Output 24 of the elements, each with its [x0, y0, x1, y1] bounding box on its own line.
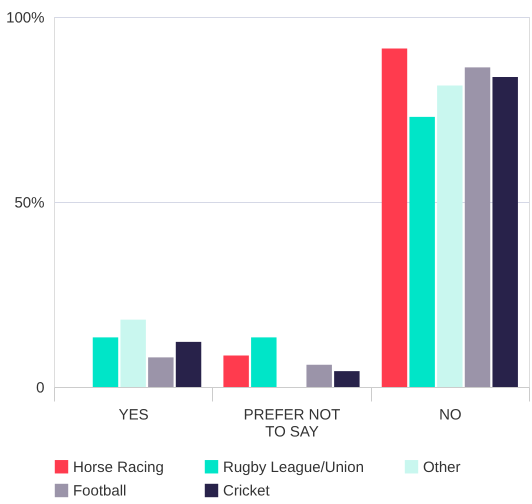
y-tick-label: 50%	[14, 194, 44, 212]
bar	[437, 85, 463, 387]
y-tick-label: 100%	[6, 10, 44, 26]
bar	[492, 76, 518, 387]
bar	[120, 320, 146, 387]
legend-label: Cricket	[223, 482, 270, 500]
x-tick-label: NO	[439, 406, 462, 424]
bar	[334, 371, 360, 387]
x-tick-label: YES	[118, 406, 149, 424]
bar	[251, 337, 277, 387]
bar	[223, 356, 249, 387]
bar	[409, 116, 435, 387]
bar	[148, 357, 174, 387]
legend-label: Football	[73, 482, 126, 500]
bar	[306, 364, 332, 387]
legend-label: Other	[423, 458, 461, 476]
bar	[382, 48, 408, 387]
bar	[176, 342, 202, 387]
bar	[92, 337, 118, 387]
legend-label: Rugby League/Union	[223, 458, 364, 476]
legend-label: Horse Racing	[73, 458, 164, 476]
bar	[464, 67, 490, 387]
y-tick-label: 0	[36, 380, 44, 396]
x-tick-label: PREFER NOT TO SAY	[244, 406, 340, 440]
